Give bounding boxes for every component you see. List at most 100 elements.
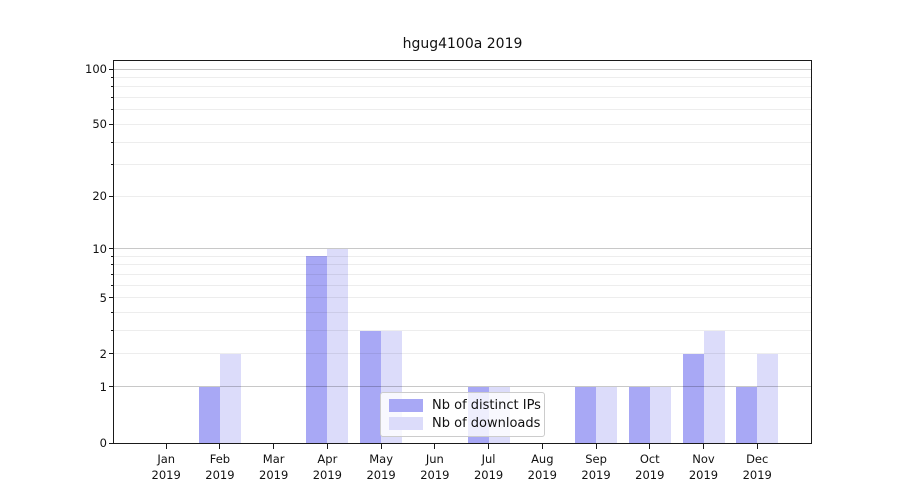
y-minor-tick xyxy=(111,76,114,78)
y-minor-tick xyxy=(111,264,114,266)
x-tick-label: Jan 2019 xyxy=(134,452,198,483)
y-tick xyxy=(109,195,114,197)
x-tick-month: Sep xyxy=(585,452,607,466)
gridline-minor xyxy=(114,273,811,275)
gridline-decade xyxy=(114,248,811,250)
x-tick xyxy=(434,444,436,449)
y-tick-label: 0 xyxy=(99,436,107,450)
chart-title: hgug4100a 2019 xyxy=(402,36,523,52)
y-minor-tick xyxy=(111,312,114,314)
gridline-minor xyxy=(114,264,811,266)
x-tick-label: Nov 2019 xyxy=(672,452,736,483)
x-tick-year: 2019 xyxy=(259,467,289,482)
x-tick-month: May xyxy=(369,452,393,466)
y-tick xyxy=(109,442,114,444)
bar-downloads-nov xyxy=(703,330,725,443)
y-tick-label: 50 xyxy=(92,117,107,132)
legend-item-downloads: Nb of downloads xyxy=(389,416,540,431)
x-tick-year: 2019 xyxy=(527,467,557,482)
plot-area xyxy=(114,60,811,443)
gridline-minor xyxy=(114,353,811,355)
bar-distinct-ips-oct xyxy=(628,386,650,443)
x-tick-label: Sep 2019 xyxy=(564,452,628,483)
x-tick-month: Jul xyxy=(481,452,496,466)
gridline-minor xyxy=(114,297,811,299)
x-tick xyxy=(756,444,758,449)
bar-downloads-apr xyxy=(327,248,349,443)
y-tick xyxy=(109,386,114,388)
x-tick-label: Aug 2019 xyxy=(510,452,574,483)
x-tick-month: Dec xyxy=(746,452,769,466)
x-tick xyxy=(541,444,543,449)
gridline-minor xyxy=(114,164,811,166)
x-tick-month: Jun xyxy=(425,452,444,466)
x-tick-year: 2019 xyxy=(151,467,181,482)
bar-downloads-sep xyxy=(596,386,618,443)
y-tick xyxy=(109,123,114,125)
gridline-decade xyxy=(114,386,811,388)
gridline-minor xyxy=(114,284,811,286)
x-tick xyxy=(595,444,597,449)
x-tick-label: Dec 2019 xyxy=(725,452,789,483)
x-tick-label: Oct 2019 xyxy=(618,452,682,483)
x-tick xyxy=(273,444,275,449)
x-tick-month: Aug xyxy=(531,452,554,466)
x-tick-label: May 2019 xyxy=(349,452,413,483)
x-tick-label: Apr 2019 xyxy=(295,452,359,483)
bar-distinct-ips-sep xyxy=(575,386,597,443)
y-tick xyxy=(109,68,114,70)
x-tick xyxy=(380,444,382,449)
x-tick-year: 2019 xyxy=(366,467,396,482)
gridline-decade xyxy=(114,68,811,70)
gridline-minor xyxy=(114,141,811,143)
x-tick xyxy=(703,444,704,449)
x-tick-year: 2019 xyxy=(581,467,611,482)
y-minor-tick xyxy=(111,255,114,257)
x-tick-year: 2019 xyxy=(635,467,665,482)
bar-distinct-ips-nov xyxy=(682,353,704,443)
x-tick-month: Feb xyxy=(209,452,231,466)
x-tick-year: 2019 xyxy=(473,467,504,482)
legend: Nb of distinct IPs Nb of downloads xyxy=(380,392,545,437)
x-tick-year: 2019 xyxy=(688,467,719,482)
legend-swatch-distinct-ips-icon xyxy=(389,399,423,412)
x-tick-month: Apr xyxy=(317,452,338,466)
y-minor-tick xyxy=(111,273,114,275)
gridline-minor xyxy=(114,109,811,111)
x-tick xyxy=(219,444,221,449)
y-minor-tick xyxy=(111,97,114,99)
gridline-minor xyxy=(114,76,811,78)
x-tick-month: Oct xyxy=(639,452,660,466)
x-tick xyxy=(649,444,651,449)
bar-downloads-feb xyxy=(219,353,241,443)
gridline-minor xyxy=(114,255,811,257)
y-tick xyxy=(109,353,114,355)
spine-right xyxy=(811,60,812,444)
x-tick xyxy=(165,444,167,449)
bar-downloads-oct xyxy=(649,386,671,443)
y-minor-tick xyxy=(111,141,114,143)
x-tick-year: 2019 xyxy=(742,467,772,482)
y-tick-label: 1 xyxy=(99,379,107,394)
x-tick-year: 2019 xyxy=(312,467,343,482)
x-tick-label: Jul 2019 xyxy=(457,452,521,483)
x-tick-year: 2019 xyxy=(205,467,235,482)
y-minor-tick xyxy=(111,284,114,286)
spine-top xyxy=(113,60,812,61)
spine-left xyxy=(113,60,114,444)
gridline-minor xyxy=(114,330,811,332)
y-minor-tick xyxy=(111,330,114,332)
x-tick-month: Jan xyxy=(157,452,176,466)
gridline-minor xyxy=(114,195,811,197)
gridline-minor xyxy=(114,312,811,314)
bar-distinct-ips-may xyxy=(360,330,382,443)
legend-swatch-downloads-icon xyxy=(389,417,423,430)
x-tick-year: 2019 xyxy=(420,467,450,482)
legend-item-distinct-ips: Nb of distinct IPs xyxy=(389,398,541,413)
y-tick-label: 100 xyxy=(85,62,107,76)
gridline-minor xyxy=(114,97,811,99)
x-tick-label: Feb 2019 xyxy=(188,452,252,483)
y-minor-tick xyxy=(111,164,114,166)
y-tick-label: 2 xyxy=(99,346,107,361)
